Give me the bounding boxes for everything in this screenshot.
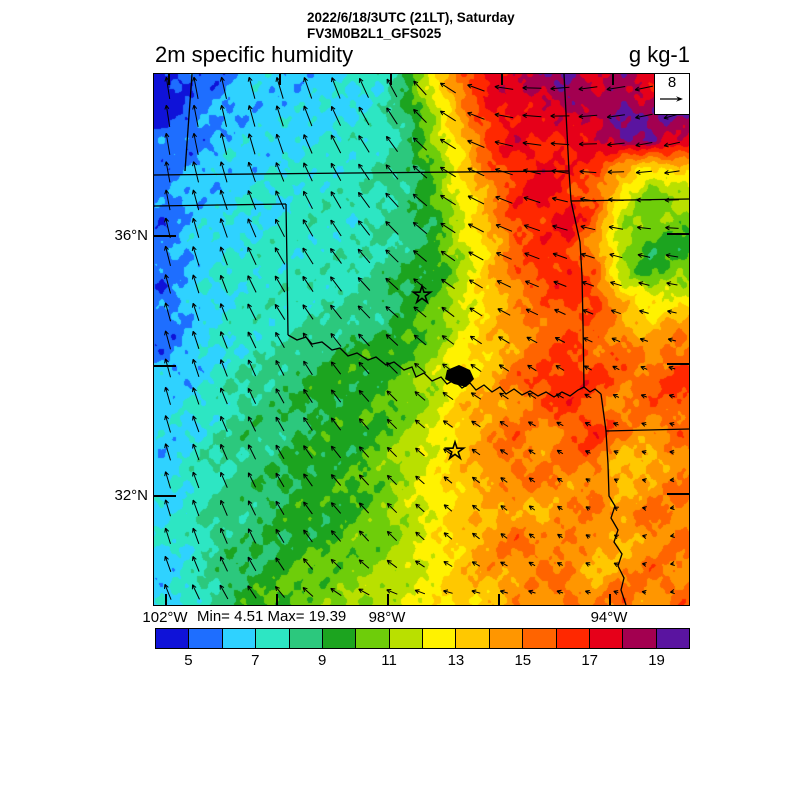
colorbar-tick-label: 17 bbox=[581, 652, 599, 669]
colorbar-segment bbox=[589, 629, 624, 648]
colorbar-segment bbox=[656, 629, 689, 648]
figure-titles: 2022/6/18/3UTC (21LT), Saturday FV3M0B2L1… bbox=[307, 10, 515, 42]
colorbar-segment bbox=[156, 629, 190, 648]
map-overlay-svg bbox=[154, 74, 689, 605]
reference-vector-box: 8 bbox=[654, 74, 689, 115]
colorbar-segment bbox=[456, 629, 490, 648]
min-max-label: Min= 4.51 Max= 19.39 bbox=[197, 608, 347, 625]
datetime-title: 2022/6/18/3UTC (21LT), Saturday bbox=[307, 10, 515, 25]
state-border-line bbox=[184, 74, 193, 172]
model-title: FV3M0B2L1_GFS025 bbox=[307, 26, 442, 41]
reference-vector-arrow-icon bbox=[660, 96, 683, 102]
colorbar-segment bbox=[189, 629, 223, 648]
colorbar-tick-label: 11 bbox=[381, 652, 397, 669]
state-border-line bbox=[600, 393, 607, 432]
colorbar-segment bbox=[523, 629, 557, 648]
colorbar-segment bbox=[356, 629, 390, 648]
colorbar-tick-label: 5 bbox=[184, 652, 193, 669]
map-frame: 8 bbox=[153, 73, 690, 606]
colorbar bbox=[155, 628, 690, 649]
colorbar-segment bbox=[556, 629, 590, 648]
colorbar-segment bbox=[256, 629, 290, 648]
lon-axis-label: 98°W bbox=[368, 609, 406, 626]
state-border-line bbox=[563, 74, 570, 172]
state-border-line bbox=[605, 428, 689, 432]
colorbar-segment bbox=[389, 629, 423, 648]
state-border-line bbox=[285, 203, 289, 336]
colorbar-segment bbox=[423, 629, 457, 648]
colorbar-tick-label: 19 bbox=[648, 652, 665, 669]
state-border-line bbox=[605, 430, 627, 605]
lon-axis-label: 102°W bbox=[142, 609, 188, 626]
state-border-line bbox=[154, 203, 287, 207]
colorbar-segment bbox=[623, 629, 657, 648]
units-label: g kg-1 bbox=[628, 42, 690, 67]
colorbar-tick-label: 13 bbox=[447, 652, 465, 669]
humidity-field-canvas bbox=[154, 74, 689, 605]
colorbar-segment bbox=[322, 629, 357, 648]
colorbar-segment bbox=[222, 629, 257, 648]
state-border-line bbox=[570, 200, 585, 388]
city-star-marker bbox=[410, 283, 434, 305]
reference-vector-value: 8 bbox=[667, 74, 677, 91]
state-border-line bbox=[568, 170, 572, 202]
wind-arrows-layer bbox=[164, 76, 681, 600]
colorbar-tick-label: 15 bbox=[514, 652, 532, 669]
variable-title: 2m specific humidity bbox=[155, 42, 354, 67]
lon-axis-label: 94°W bbox=[590, 609, 628, 626]
state-border-line bbox=[287, 334, 585, 398]
state-border-line bbox=[583, 386, 602, 395]
colorbar-segment bbox=[289, 629, 323, 648]
colorbar-tick-label: 7 bbox=[251, 652, 260, 669]
colorbar-segment bbox=[489, 629, 524, 648]
city-star-marker bbox=[443, 439, 467, 461]
lat-axis-label: 32°N bbox=[114, 487, 148, 504]
colorbar-tick-label: 9 bbox=[318, 652, 327, 669]
lat-axis-label: 36°N bbox=[114, 227, 148, 244]
